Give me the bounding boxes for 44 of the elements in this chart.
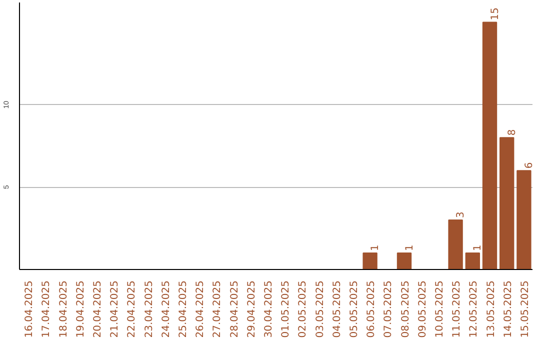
x-tick-label: 04.05.2025 [332, 280, 343, 338]
x-tick-label: 07.05.2025 [383, 280, 394, 338]
x-tick-label: 26.04.2025 [195, 280, 206, 338]
x-tick-label: 14.05.2025 [502, 280, 514, 338]
x-tick-label: 17.04.2025 [41, 280, 52, 338]
x-tick-label: 10.05.2025 [434, 280, 446, 338]
data-label: 1 [404, 244, 416, 252]
x-tick-label: 27.04.2025 [212, 280, 224, 338]
x-tick-label: 12.05.2025 [468, 280, 480, 338]
x-tick-label: 16.04.2025 [24, 280, 36, 338]
x-tick-label: 13.05.2025 [486, 280, 497, 338]
x-tick-label: 05.05.2025 [348, 280, 360, 338]
x-tick-label: 23.04.2025 [144, 280, 155, 338]
bar [396, 252, 412, 270]
bar [482, 22, 498, 270]
x-tick-label: 01.05.2025 [280, 280, 292, 338]
x-tick-label: 18.04.2025 [58, 280, 70, 338]
data-label: 1 [370, 244, 382, 252]
data-label: 1 [472, 244, 484, 252]
x-tick-label: 19.04.2025 [75, 280, 86, 338]
x-tick-label: 08.05.2025 [400, 280, 412, 338]
x-tick-label: 02.05.2025 [298, 280, 309, 338]
x-tick-label: 29.04.2025 [246, 280, 258, 338]
data-label: 3 [456, 212, 467, 218]
x-tick-label: 09.05.2025 [417, 280, 428, 338]
x-tick-label: 20.04.2025 [92, 280, 104, 338]
bar [500, 137, 514, 270]
bar [448, 220, 463, 270]
data-label: 15 [490, 8, 501, 20]
x-tick-label: 25.04.2025 [178, 280, 189, 338]
x-tick-label: 22.04.2025 [126, 280, 138, 338]
x-tick-label: 15.05.2025 [520, 280, 531, 338]
bar [362, 252, 378, 270]
x-tick-label: 28.04.2025 [229, 280, 240, 338]
x-tick-label: 11.05.2025 [452, 280, 463, 338]
bar [516, 170, 532, 270]
x-tick-label: 06.05.2025 [366, 280, 378, 338]
x-tick-label: 03.05.2025 [314, 280, 326, 338]
x-tick-label: 24.04.2025 [160, 280, 172, 338]
bar [465, 252, 480, 270]
data-label: 6 [524, 162, 535, 169]
data-label: 8 [506, 129, 518, 136]
x-tick-label: 21.04.2025 [110, 280, 121, 338]
x-tick-label: 30.04.2025 [263, 280, 274, 338]
